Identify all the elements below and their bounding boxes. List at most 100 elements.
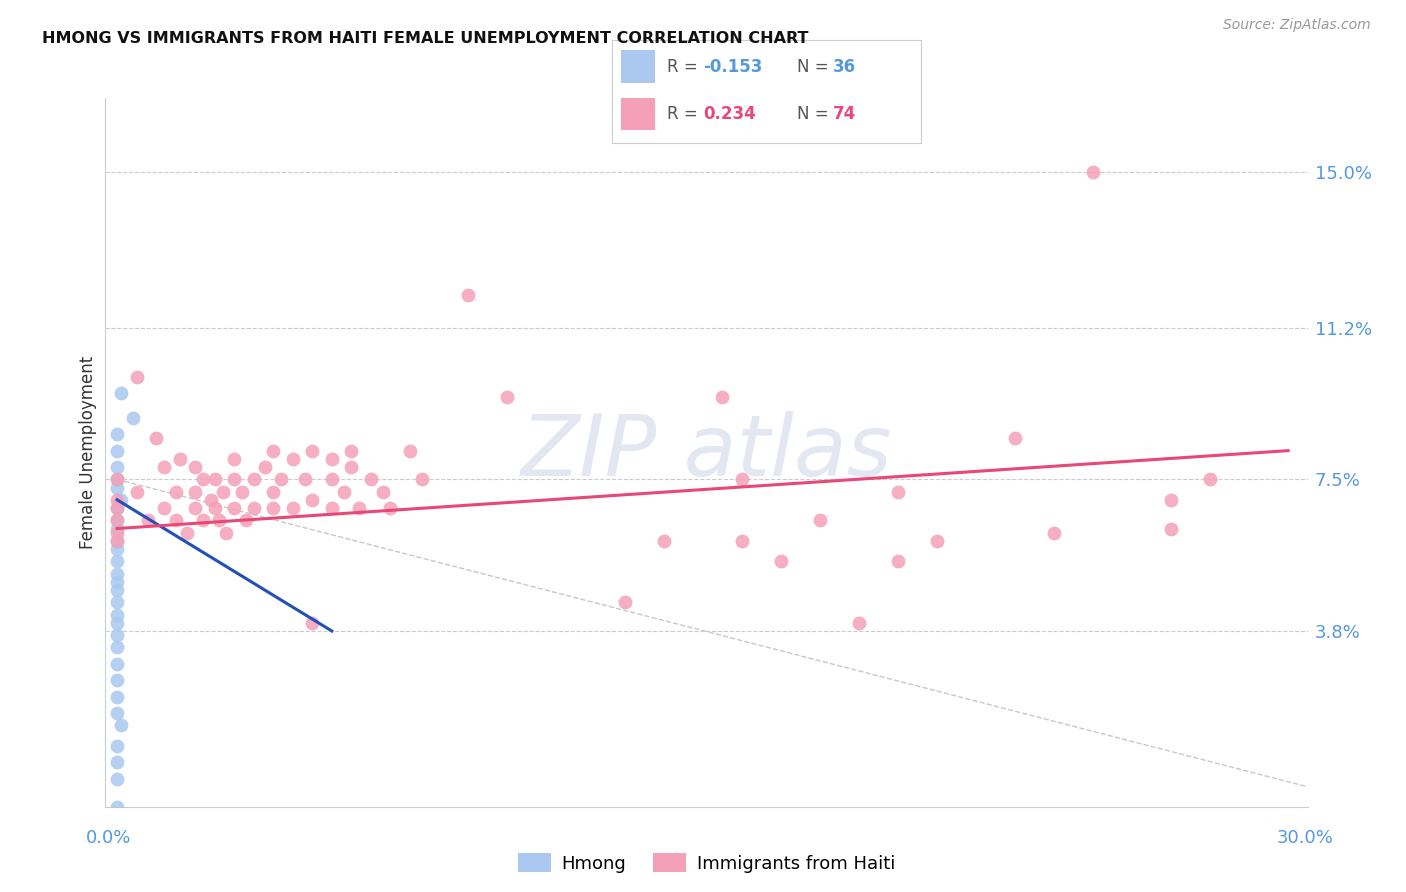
Point [242,501,264,516]
Text: ZIP atlas: ZIP atlas [520,411,893,494]
Text: N =: N = [797,105,834,123]
Text: 0.234: 0.234 [703,105,755,123]
Point [360,472,382,486]
Point [121,410,143,425]
Text: N =: N = [797,58,834,76]
Point [211,484,233,499]
Point [105,690,128,704]
Point [204,472,226,486]
Bar [621,97,655,130]
Point [184,501,207,516]
Text: 74: 74 [832,105,856,123]
Point [254,460,277,475]
Point [105,628,128,642]
Point [208,513,231,527]
Point [169,451,191,466]
Point [270,472,292,486]
Point [1160,492,1182,507]
Point [1160,522,1182,536]
Point [652,533,675,548]
Point [105,443,128,458]
Point [105,525,128,540]
Point [1081,165,1104,179]
Point [200,492,222,507]
Text: HMONG VS IMMIGRANTS FROM HAITI FEMALE UNEMPLOYMENT CORRELATION CHART: HMONG VS IMMIGRANTS FROM HAITI FEMALE UN… [42,31,808,46]
Point [769,554,792,568]
Point [105,554,128,568]
Point [184,460,207,475]
Point [262,501,284,516]
Point [371,484,394,499]
Point [231,484,253,499]
Y-axis label: Female Unemployment: Female Unemployment [79,356,97,549]
Point [281,451,304,466]
Point [165,513,187,527]
Point [105,533,128,548]
Point [105,640,128,655]
Point [184,484,207,499]
Point [340,460,363,475]
Point [110,718,132,732]
Point [105,800,128,814]
Point [321,501,343,516]
Point [848,615,870,630]
Text: Source: ZipAtlas.com: Source: ZipAtlas.com [1223,18,1371,32]
Point [204,501,226,516]
Point [110,492,132,507]
Point [105,595,128,609]
Point [110,841,132,855]
Point [165,484,187,499]
Point [321,451,343,466]
Point [224,472,246,486]
Point [105,460,128,475]
Point [332,484,354,499]
Point [496,390,519,404]
Point [105,501,128,516]
Point [105,706,128,720]
Legend: Hmong, Immigrants from Haiti: Hmong, Immigrants from Haiti [510,846,903,880]
Point [105,607,128,622]
Point [1004,431,1026,445]
Point [1199,472,1222,486]
Point [153,501,176,516]
Point [105,673,128,688]
Point [347,501,370,516]
Text: 36: 36 [832,58,856,76]
Point [105,657,128,671]
Point [1043,525,1066,540]
Point [224,501,246,516]
Point [613,595,636,609]
Text: R =: R = [668,58,703,76]
Point [105,566,128,581]
Point [176,525,198,540]
Point [110,882,132,892]
Point [887,554,910,568]
Point [105,755,128,769]
Point [887,484,910,499]
Point [105,522,128,536]
Point [105,615,128,630]
Point [215,525,238,540]
Point [262,484,284,499]
Point [191,472,214,486]
Point [105,533,128,548]
Bar [621,50,655,83]
Point [808,513,831,527]
Point [411,472,433,486]
Text: 0.0%: 0.0% [86,830,131,847]
Point [321,472,343,486]
Point [105,862,128,876]
Point [224,451,246,466]
Point [105,492,128,507]
Point [105,501,128,516]
Text: 30.0%: 30.0% [1277,830,1333,847]
Point [242,472,264,486]
Point [730,472,752,486]
Point [925,533,948,548]
Point [191,513,214,527]
Text: -0.153: -0.153 [703,58,762,76]
Point [105,472,128,486]
Point [235,513,257,527]
Point [380,501,402,516]
Point [301,443,323,458]
